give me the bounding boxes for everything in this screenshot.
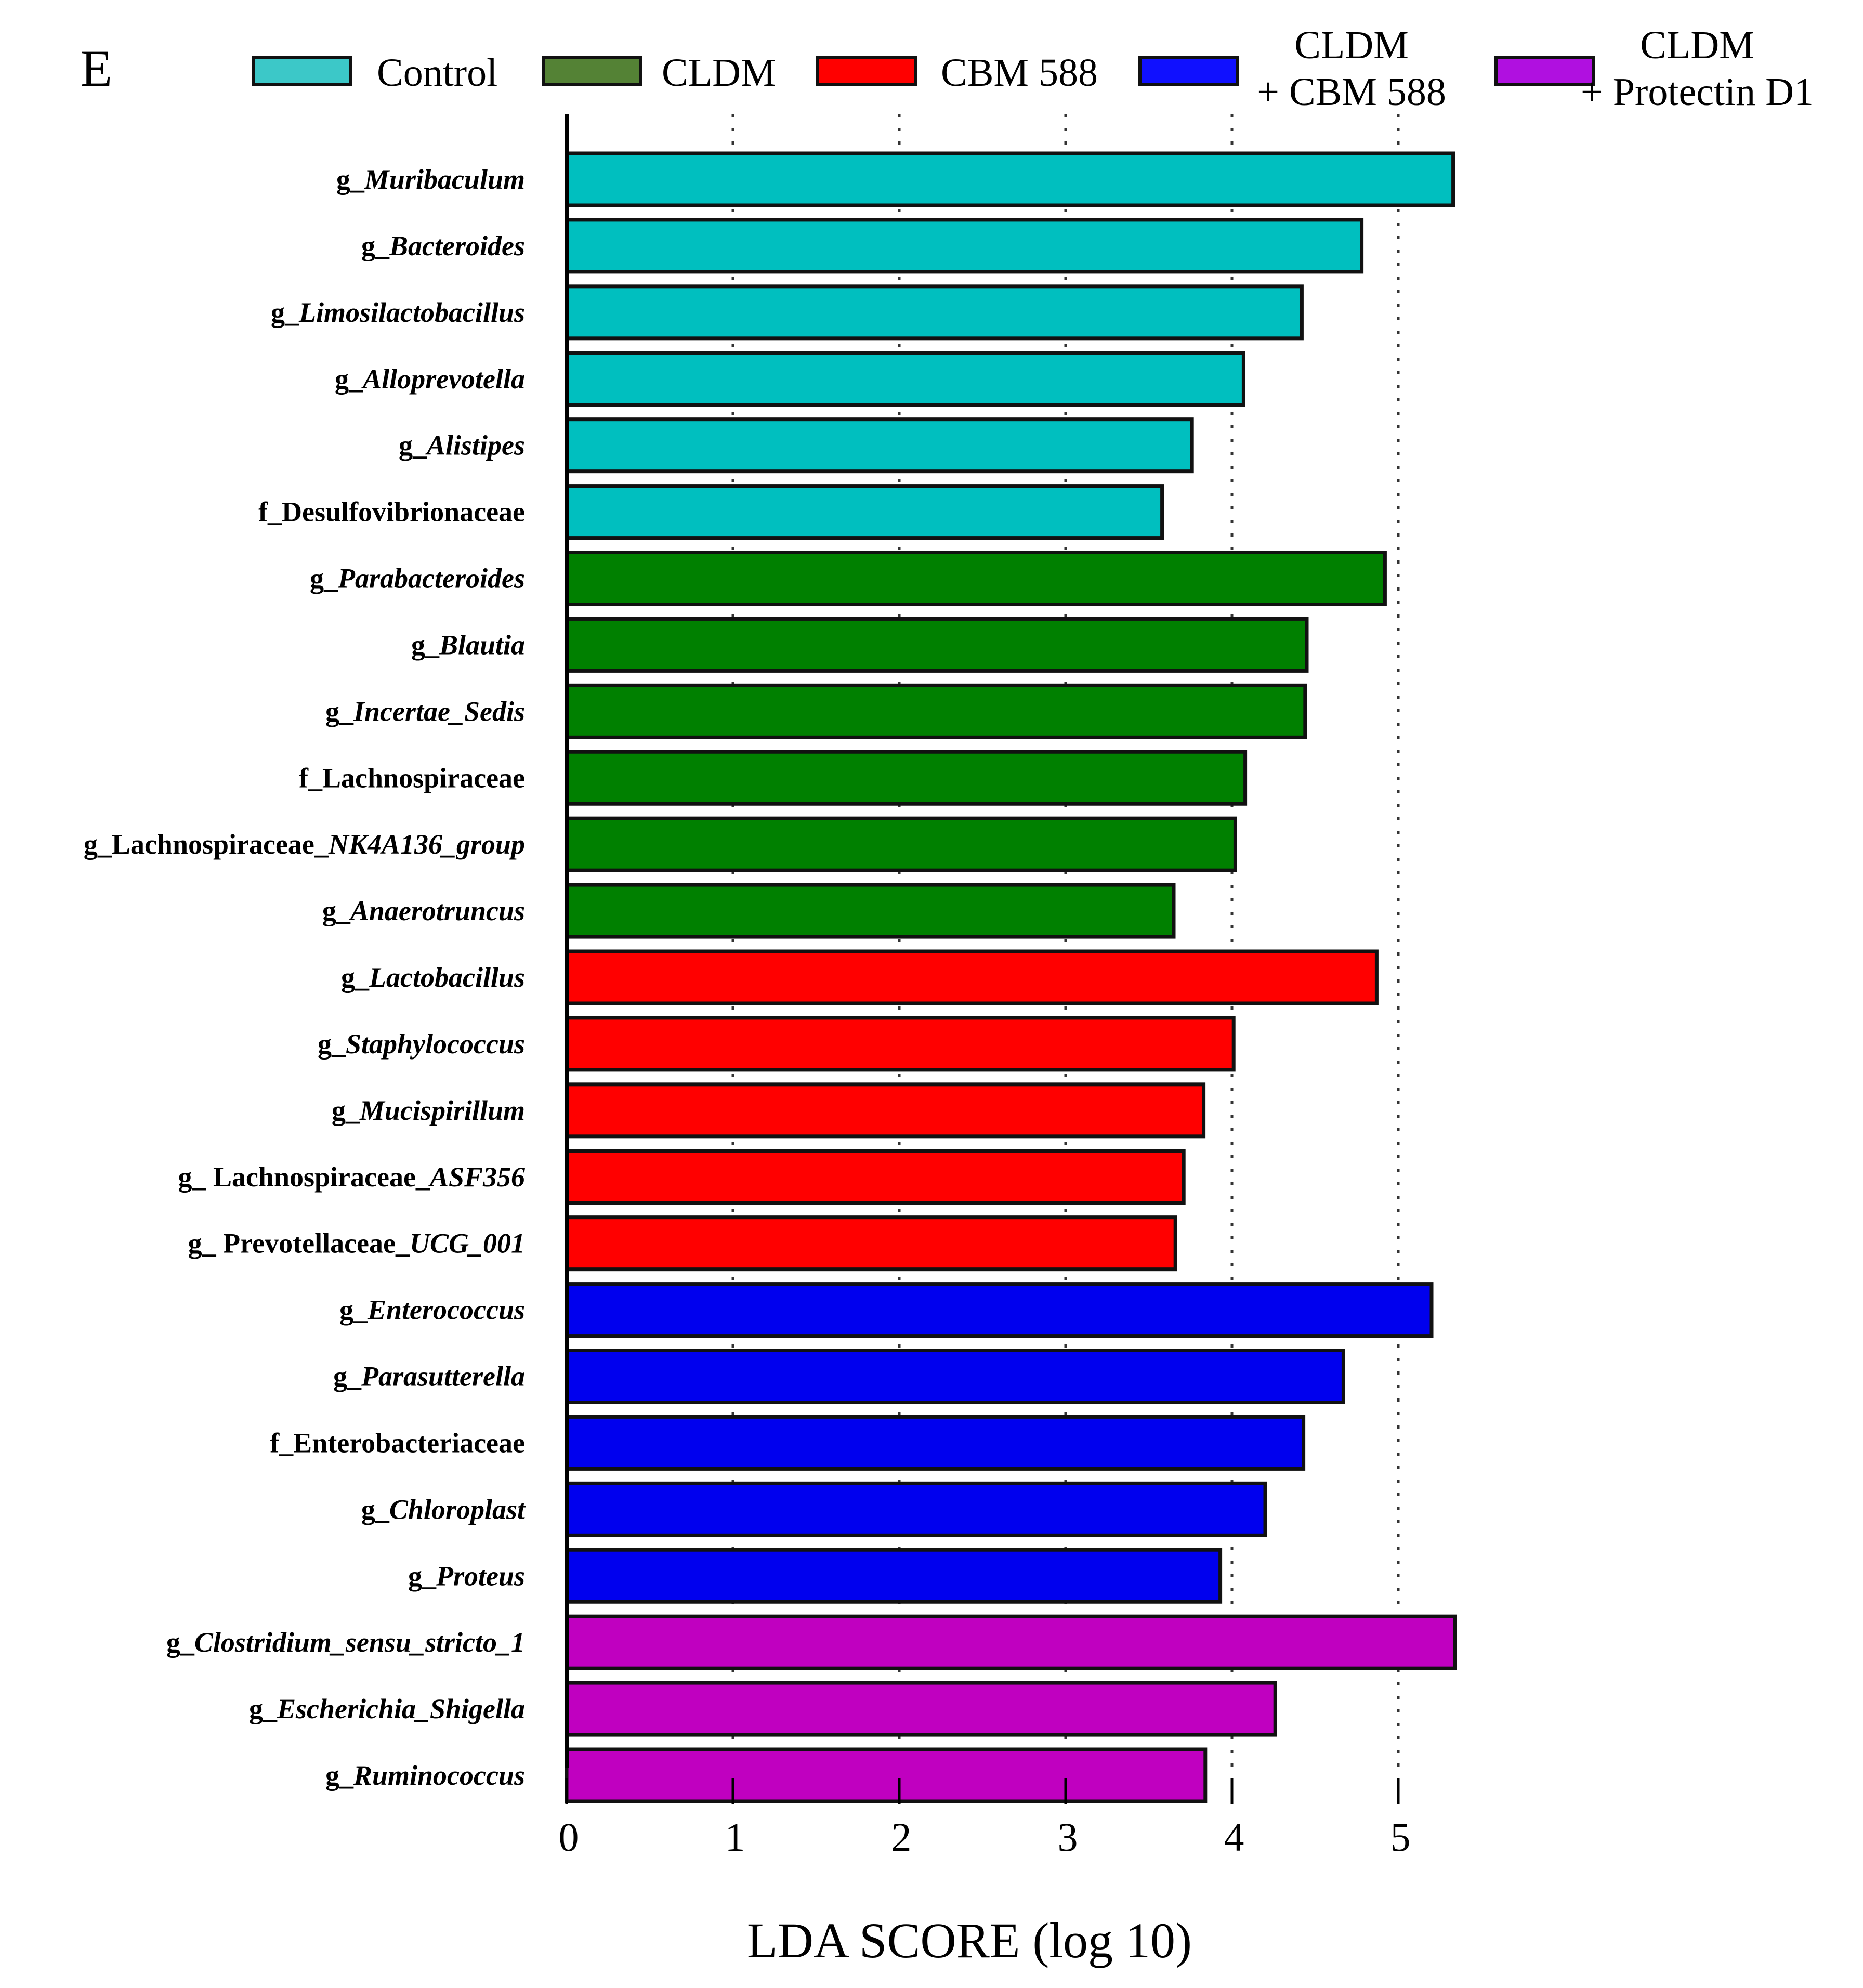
category-label: g_Lachnospiraceae_NK4A136_group [84, 829, 525, 860]
bar-18 [565, 1349, 1345, 1404]
category-label: g_Muribaculum [336, 164, 525, 195]
category-label: g_Enterococcus [339, 1294, 525, 1326]
bar-20 [565, 1481, 1267, 1537]
legend-swatch [816, 56, 917, 86]
category-label: g_Blautia [411, 629, 525, 660]
legend-swatch [1138, 56, 1239, 86]
bar-14 [565, 1082, 1206, 1139]
category-label: g_Parabacteroides [310, 563, 525, 594]
x-tick-label: 1 [725, 1814, 745, 1860]
x-tick-label: 5 [1390, 1814, 1411, 1860]
legend-label: CLDM [1294, 23, 1409, 67]
bar-10 [565, 816, 1237, 872]
bar-11 [565, 883, 1176, 939]
legend-label: Control [377, 51, 497, 95]
bar-4 [565, 417, 1194, 474]
category-label: g_Chloroplast [361, 1494, 526, 1525]
category-labels: g_Muribaculum g_Bacteroides g_Limosilactob… [84, 164, 526, 1791]
panel-label: E [81, 40, 112, 97]
bar-5 [565, 484, 1164, 540]
legend-entry: CLDM [542, 51, 776, 95]
legend-swatch [252, 56, 352, 86]
bar-9 [565, 750, 1248, 806]
category-label: g_Alloprevotella [335, 363, 525, 395]
legend-entry: CBM 588 [816, 51, 1098, 95]
category-label: f_Lachnospiraceae [299, 762, 525, 793]
bar-23 [565, 1681, 1277, 1737]
x-tick-label: 3 [1058, 1814, 1078, 1860]
category-label: g_Clostridium_sensu_stricto_1 [166, 1627, 525, 1658]
legend-entry: Control [252, 51, 497, 95]
legend-label: CLDM [1640, 23, 1754, 67]
category-label: g_Ruminococcus [325, 1760, 525, 1791]
bar-15 [565, 1149, 1186, 1205]
legend-entry: CLDM+ Protectin D1 [1494, 23, 1814, 114]
legend-label: + Protectin D1 [1581, 70, 1814, 114]
category-label: g_Lactobacillus [341, 962, 525, 993]
bar-17 [565, 1282, 1434, 1338]
category-label: g_Parasutterella [333, 1361, 525, 1392]
x-axis: 0 1 2 3 4 5 [559, 114, 1411, 1860]
bar-0 [565, 151, 1455, 207]
legend-label: CLDM [662, 51, 776, 95]
legend-label: CBM 588 [941, 51, 1098, 95]
bar-2 [565, 284, 1304, 341]
bar-8 [565, 683, 1307, 739]
bar-22 [565, 1614, 1457, 1670]
category-label: g_Mucispirillum [332, 1095, 525, 1126]
bar-1 [565, 218, 1364, 274]
category-label: g_Limosilactobacillus [271, 297, 525, 328]
legend-swatch [542, 56, 642, 86]
bar-21 [565, 1548, 1223, 1604]
category-label: g_Alistipes [399, 430, 525, 461]
category-label: g_Proteus [408, 1560, 525, 1591]
category-label: f_Enterobacteriaceae [270, 1427, 525, 1458]
x-tick-label: 0 [559, 1814, 579, 1860]
x-tick-label: 2 [891, 1814, 912, 1860]
legend-swatch [1494, 56, 1595, 86]
bar-7 [565, 617, 1309, 673]
category-label: f_Desulfovibrionaceae [258, 496, 525, 528]
category-label: g_ Prevotellaceae_UCG_001 [188, 1228, 525, 1259]
bars [565, 151, 1457, 1803]
bar-13 [565, 1016, 1236, 1072]
category-label: g_Escherichia_Shigella [249, 1693, 525, 1724]
x-axis-title: LDA SCORE (log 10) [747, 1913, 1192, 1968]
category-label: g_Incertae_Sedis [325, 696, 525, 727]
bar-3 [565, 351, 1245, 407]
category-label: g_Anaerotruncus [322, 895, 525, 926]
legend-label: + CBM 588 [1257, 70, 1446, 114]
category-label: g_Bacteroides [361, 230, 525, 261]
legend-entry: CLDM+ CBM 588 [1138, 23, 1446, 114]
gridlines [731, 114, 1400, 1768]
bar-19 [565, 1415, 1306, 1471]
category-label: g_ Lachnospiraceae_ASF356 [178, 1161, 525, 1193]
category-label: g_Staphylococcus [318, 1028, 525, 1060]
bar-6 [565, 551, 1387, 606]
bar-24 [565, 1747, 1208, 1803]
bar-12 [565, 949, 1379, 1005]
bar-16 [565, 1215, 1177, 1272]
x-tick-label: 4 [1224, 1814, 1244, 1860]
